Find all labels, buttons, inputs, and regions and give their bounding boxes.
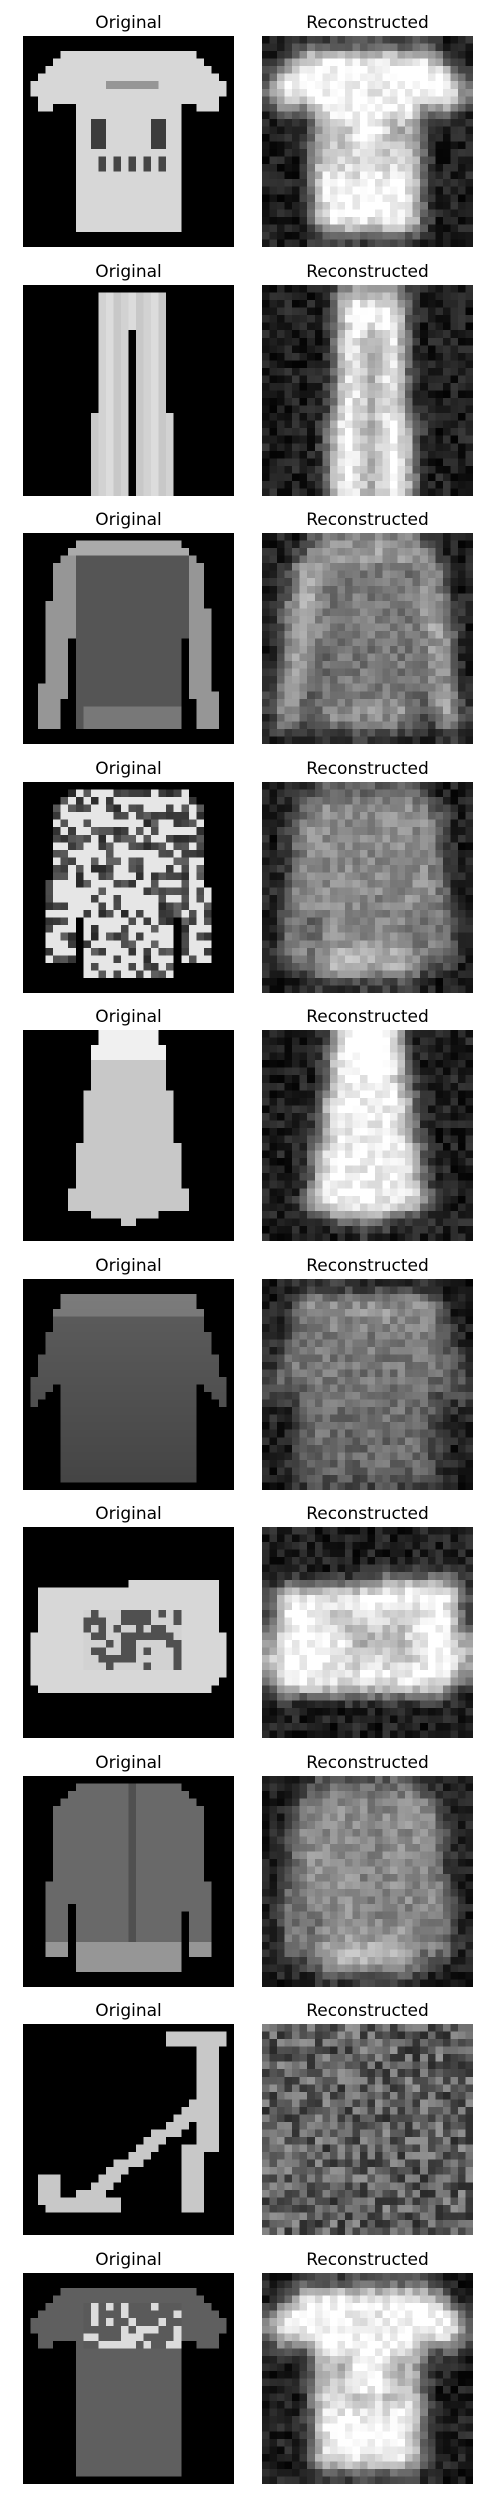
- original-patterned-pullover-image: [23, 781, 234, 993]
- reconstructed-shirt-image: [262, 1278, 473, 1490]
- original-title: Original: [95, 13, 162, 33]
- reconstructed-title: Reconstructed: [306, 758, 429, 779]
- reconstructed-t-shirt-image: [262, 36, 473, 247]
- original-t-shirt-image: [23, 36, 234, 247]
- original-title: Original: [95, 2001, 162, 2021]
- reconstructed-patterned-pullover-image: [262, 781, 473, 993]
- reconstructed-title: Reconstructed: [306, 1504, 429, 1524]
- reconstructed-title: Reconstructed: [306, 261, 429, 282]
- original-title: Original: [95, 510, 162, 530]
- reconstructed-title: Reconstructed: [306, 2001, 429, 2021]
- reconstructed-title: Reconstructed: [306, 1007, 429, 1027]
- reconstructed-title: Reconstructed: [306, 13, 429, 33]
- original-sandal-image: [23, 2024, 234, 2235]
- original-coat-image: [23, 1775, 234, 1987]
- original-trouser-image: [23, 284, 234, 496]
- reconstructed-title: Reconstructed: [306, 1752, 429, 1773]
- original-title: Original: [95, 1007, 162, 1027]
- reconstructed-printed-t-shirt-image: [262, 2272, 473, 2484]
- reconstructed-trouser-image: [262, 284, 473, 496]
- reconstructed-pullover-image: [262, 533, 473, 744]
- original-title: Original: [95, 1255, 162, 1276]
- reconstructed-title: Reconstructed: [306, 2249, 429, 2270]
- original-shirt-image: [23, 1278, 234, 1490]
- original-title: Original: [95, 1504, 162, 1524]
- reconstructed-sandal-image: [262, 2024, 473, 2235]
- original-pullover-image: [23, 533, 234, 744]
- reconstructed-coat-image: [262, 1775, 473, 1987]
- original-title: Original: [95, 758, 162, 779]
- original-bag-image: [23, 1527, 234, 1738]
- original-title: Original: [95, 261, 162, 282]
- original-title: Original: [95, 1752, 162, 1773]
- reconstructed-title: Reconstructed: [306, 510, 429, 530]
- reconstructed-bag-image: [262, 1527, 473, 1738]
- original-title: Original: [95, 2249, 162, 2270]
- reconstructed-dress-image: [262, 1030, 473, 1241]
- original-printed-t-shirt-image: [23, 2272, 234, 2484]
- original-dress-image: [23, 1030, 234, 1241]
- reconstructed-title: Reconstructed: [306, 1255, 429, 1276]
